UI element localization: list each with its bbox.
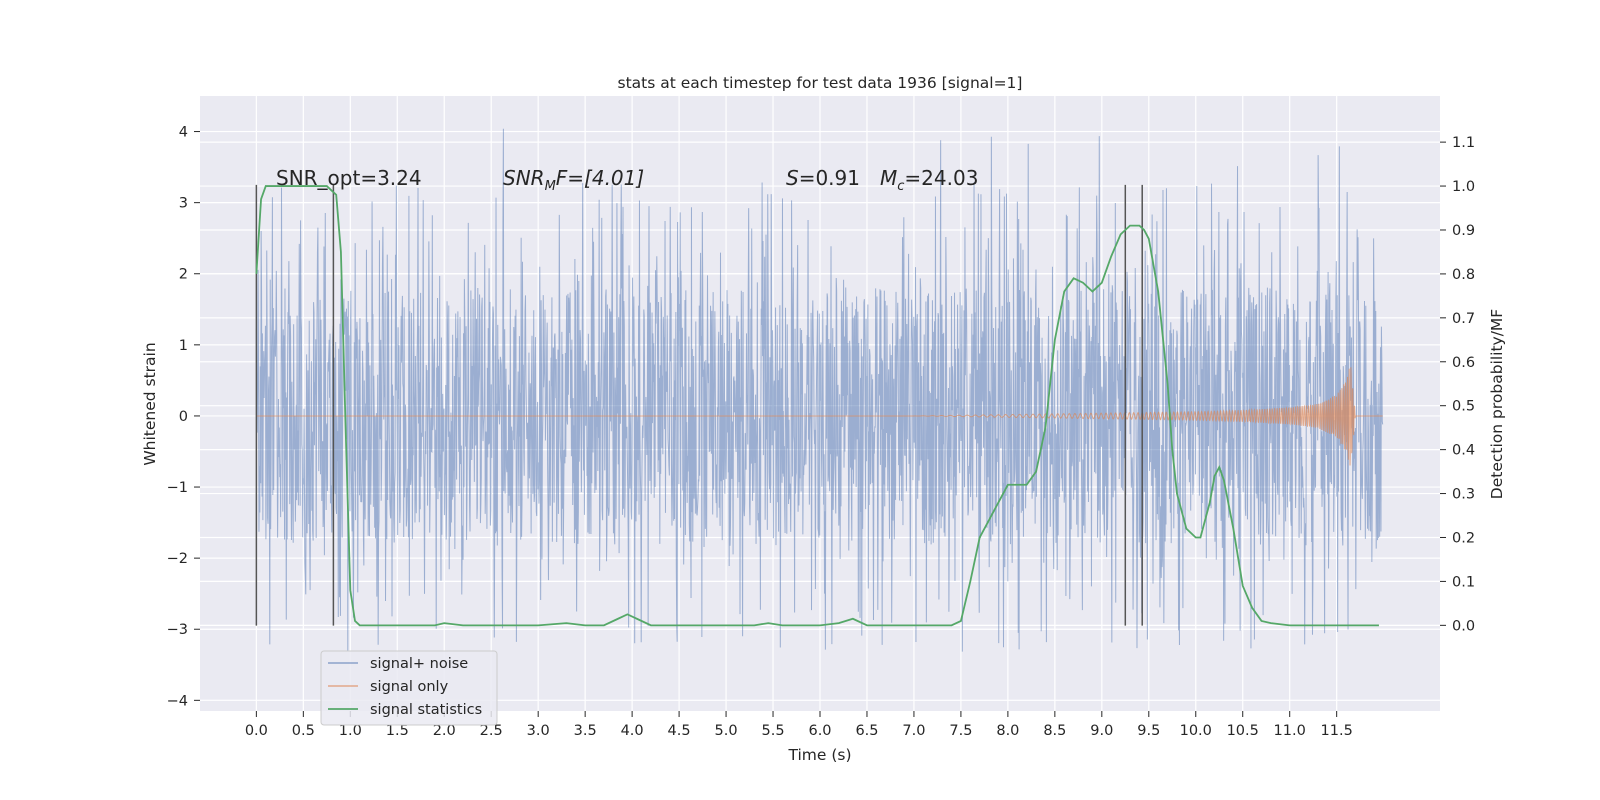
annotation-snr-opt: SNR_opt=3.24 — [276, 166, 422, 190]
y-tick-label: 3 — [179, 196, 188, 212]
legend-label-signal-noise: signal+ noise — [370, 656, 468, 672]
x-tick-label: 10.0 — [1180, 723, 1212, 739]
x-tick-label: 2.0 — [433, 723, 456, 739]
x-tick-label: 5.0 — [715, 723, 738, 739]
y-axis-label: Whitened strain — [141, 342, 159, 465]
s-tail: =0.91 — [799, 166, 860, 190]
legend: signal+ noise signal only signal statist… — [320, 650, 498, 726]
series-signal-noise — [255, 128, 1384, 652]
x-tick-label: 1.0 — [339, 723, 362, 739]
mc-tail: =24.03 — [904, 166, 978, 190]
series-signal-only — [256, 367, 1383, 466]
annotation-s: S=0.91 — [786, 166, 860, 190]
right-y-tick-label: 0.6 — [1452, 355, 1475, 371]
x-tick-label: 11.0 — [1274, 723, 1306, 739]
annotation-snr-mf: SNRMF=[4.01] — [503, 166, 644, 194]
right-y-tick-label: 0.9 — [1452, 223, 1475, 239]
mc-main: M — [880, 166, 897, 190]
y-tick-label: 1 — [179, 338, 188, 354]
snr-mf-main: SNR — [503, 166, 545, 190]
right-y-axis-label: Detection probability/MF — [1488, 309, 1506, 500]
vertical-marker-lines — [255, 184, 1143, 626]
legend-box — [320, 650, 498, 726]
x-tick-label: 2.5 — [480, 723, 503, 739]
x-tick-label: 4.5 — [668, 723, 691, 739]
right-y-tick-label: 1.1 — [1452, 135, 1475, 151]
x-tick-label: 1.5 — [386, 723, 409, 739]
right-y-axis-ticks: 1.1 1.0 0.9 0.8 0.7 0.6 0.5 0.4 0.3 0.2 0.1 0.0 — [1440, 135, 1475, 634]
y-tick-label: −2 — [167, 551, 188, 567]
x-tick-label: 10.5 — [1227, 723, 1259, 739]
chart-title: stats at each timestep for test data 193… — [618, 74, 1023, 92]
x-tick-label: 7.0 — [902, 723, 925, 739]
x-tick-label: 3.5 — [574, 723, 597, 739]
x-tick-label: 0.5 — [292, 723, 315, 739]
x-tick-label: 5.5 — [761, 723, 784, 739]
right-y-tick-label: 0.2 — [1452, 530, 1475, 546]
right-y-tick-label: 0.7 — [1452, 311, 1475, 327]
x-tick-label: 6.0 — [808, 723, 831, 739]
series-signal-statistics — [255, 185, 1379, 627]
x-axis-label: Time (s) — [787, 746, 851, 764]
x-tick-label: 0.0 — [245, 723, 268, 739]
x-tick-label: 8.0 — [996, 723, 1019, 739]
annotation-mc: Mc=24.03 — [880, 166, 978, 194]
y-tick-label: −3 — [167, 622, 188, 638]
s-main: S — [786, 166, 799, 190]
mc-subscript: c — [897, 179, 904, 194]
right-y-tick-label: 0.3 — [1452, 487, 1475, 503]
right-y-tick-label: 0.8 — [1452, 267, 1475, 283]
x-tick-label: 3.0 — [527, 723, 550, 739]
snr-mf-tail: F=[4.01] — [556, 166, 644, 190]
y-tick-label: 0 — [179, 409, 188, 425]
x-tick-label: 11.5 — [1321, 723, 1353, 739]
y-tick-label: 4 — [179, 125, 188, 141]
x-tick-label: 9.0 — [1090, 723, 1113, 739]
x-tick-label: 4.0 — [621, 723, 644, 739]
x-tick-label: 6.5 — [855, 723, 878, 739]
x-tick-label: 7.5 — [949, 723, 972, 739]
y-tick-label: −4 — [167, 693, 188, 709]
right-y-tick-label: 0.1 — [1452, 574, 1475, 590]
y-axis-ticks: 4 3 2 1 0 −1 −2 −3 −4 — [167, 125, 200, 709]
y-tick-label: 2 — [179, 267, 188, 283]
legend-label-signal-statistics: signal statistics — [370, 702, 482, 718]
y-tick-label: −1 — [167, 480, 188, 496]
snr-mf-subscript: M — [545, 179, 556, 194]
right-y-tick-label: 0.4 — [1452, 443, 1475, 459]
right-y-tick-label: 0.0 — [1452, 618, 1475, 634]
x-axis-ticks: 0.0 0.5 1.0 1.5 2.0 2.5 3.0 3.5 4.0 4.5 5.0 5.5 6.0 6… — [245, 711, 1353, 739]
right-y-tick-label: 0.5 — [1452, 399, 1475, 415]
legend-label-signal-only: signal only — [370, 679, 449, 695]
right-y-tick-label: 1.0 — [1452, 179, 1475, 195]
x-tick-label: 8.5 — [1043, 723, 1066, 739]
x-tick-label: 9.5 — [1137, 723, 1160, 739]
